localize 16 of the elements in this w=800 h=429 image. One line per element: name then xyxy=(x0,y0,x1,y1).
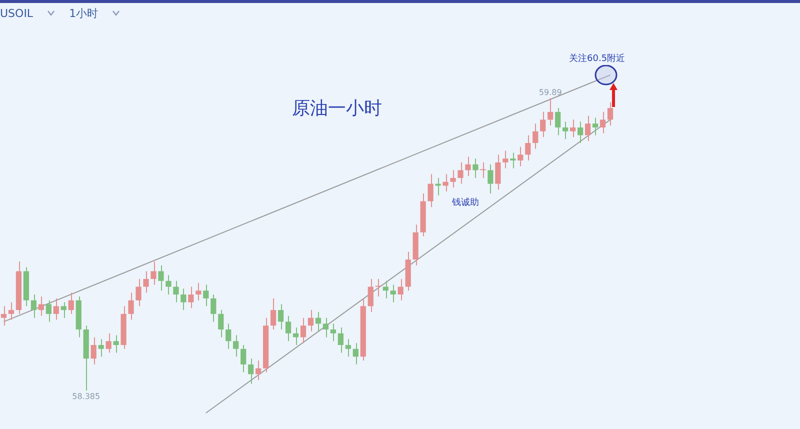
candlestick xyxy=(480,162,486,178)
annotation: 钱诚助 xyxy=(452,196,479,209)
candlestick xyxy=(488,164,494,194)
text: 关注60.5附近 xyxy=(569,52,626,65)
candlestick xyxy=(158,264,164,292)
candlestick xyxy=(458,162,464,184)
text: 1小时 xyxy=(69,6,98,20)
text: 59.89 xyxy=(538,88,562,98)
candlestick xyxy=(173,280,179,303)
candlestick xyxy=(450,170,456,188)
text: 58.385 xyxy=(72,392,100,401)
candlestick xyxy=(150,260,156,286)
chart-title: 原油一小时 xyxy=(292,97,382,120)
candlestick xyxy=(136,278,142,307)
candlestick xyxy=(180,288,186,311)
text: USOIL xyxy=(0,6,34,20)
